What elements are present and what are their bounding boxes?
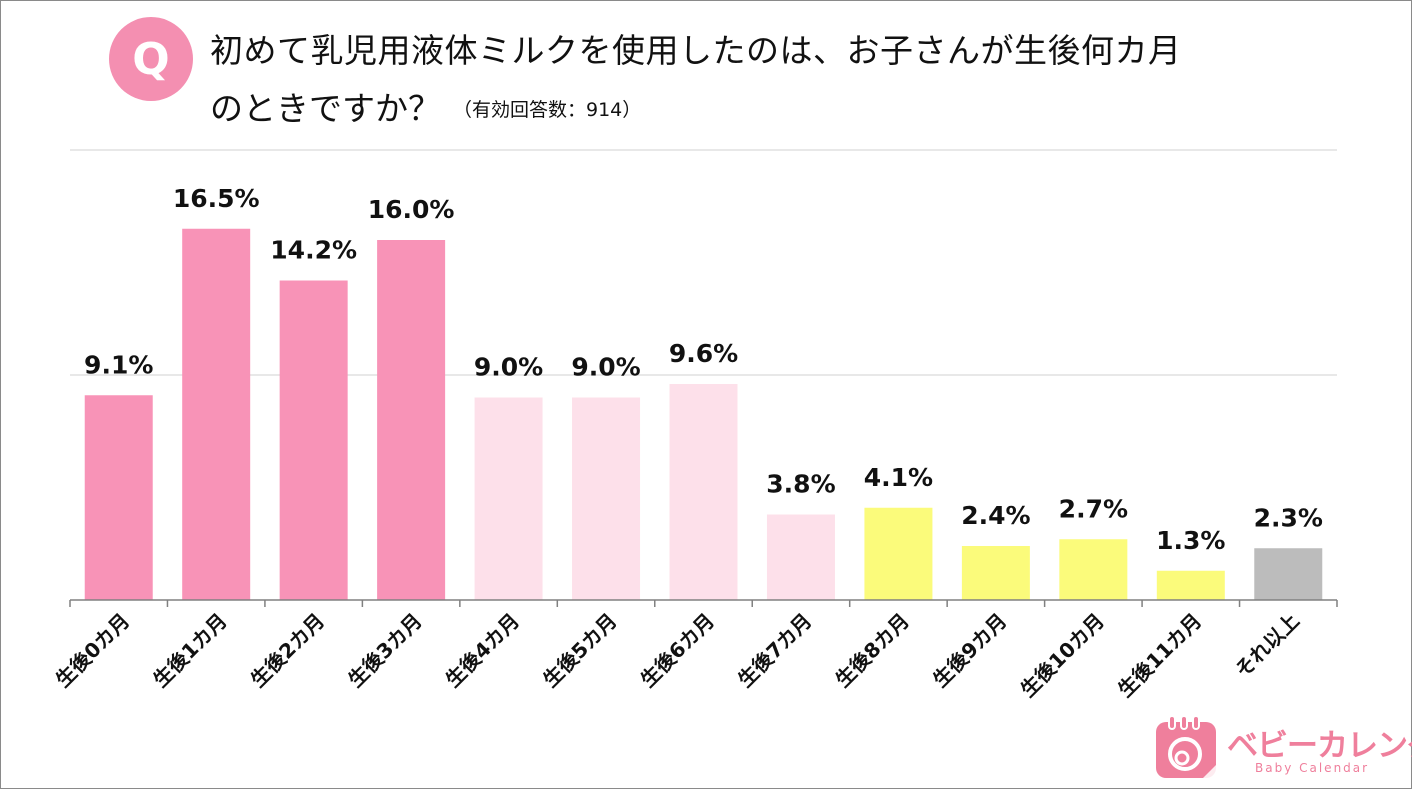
respondents-note: （有効回答数：914） — [453, 99, 642, 121]
value-label: 4.1% — [864, 463, 933, 492]
bar — [572, 397, 641, 600]
bar — [1156, 570, 1225, 600]
category-label: 生後0カ月 — [51, 609, 134, 692]
value-label: 14.2% — [270, 236, 357, 265]
logo-sub: Baby Calendar — [1255, 761, 1370, 775]
bar — [864, 507, 933, 600]
value-label: 9.6% — [669, 339, 738, 368]
value-label: 16.5% — [173, 184, 260, 213]
category-label: 生後2カ月 — [246, 609, 329, 692]
bar — [1059, 539, 1128, 600]
category-label: 生後5カ月 — [538, 609, 621, 692]
value-label: 9.0% — [474, 353, 543, 382]
category-label: 生後8カ月 — [831, 609, 914, 692]
category-label: 生後6カ月 — [636, 609, 719, 692]
bar — [84, 395, 153, 600]
category-label: 生後1カ月 — [148, 609, 231, 692]
category-label: 生後9カ月 — [928, 609, 1011, 692]
question-badge: Q — [109, 17, 193, 101]
logo-name: ベビーカレンダー — [1227, 728, 1412, 764]
calendar-icon — [1156, 715, 1216, 778]
brand-logo: ベビーカレンダー Baby Calendar — [1155, 715, 1412, 780]
bar — [766, 514, 835, 600]
category-label: それ以上 — [1230, 609, 1304, 683]
category-label: 生後4カ月 — [441, 609, 524, 692]
value-label: 2.3% — [1254, 503, 1323, 532]
bar — [669, 384, 738, 600]
question-title-line2: のときですか？ （有効回答数：914） — [210, 82, 641, 130]
value-label: 9.1% — [84, 350, 153, 379]
bar — [279, 280, 348, 600]
category-label: 生後7カ月 — [733, 609, 816, 692]
value-label: 2.7% — [1059, 494, 1128, 523]
bar — [1254, 548, 1323, 600]
question-title-line1: 初めて乳児用液体ミルクを使用したのは、お子さんが生後何カ月 — [210, 31, 1182, 70]
category-label: 生後10カ月 — [1016, 609, 1109, 702]
bar — [182, 228, 251, 600]
bar — [474, 397, 543, 600]
value-label: 2.4% — [961, 501, 1030, 530]
bar — [377, 240, 446, 600]
value-label: 9.0% — [571, 353, 640, 382]
category-label: 生後11カ月 — [1113, 609, 1206, 702]
category-label: 生後3カ月 — [343, 609, 426, 692]
question-title-line2-text: のときですか？ — [210, 89, 441, 128]
value-label: 3.8% — [766, 470, 835, 499]
value-label: 16.0% — [368, 195, 455, 224]
value-label: 1.3% — [1156, 526, 1225, 555]
bar — [961, 546, 1030, 600]
